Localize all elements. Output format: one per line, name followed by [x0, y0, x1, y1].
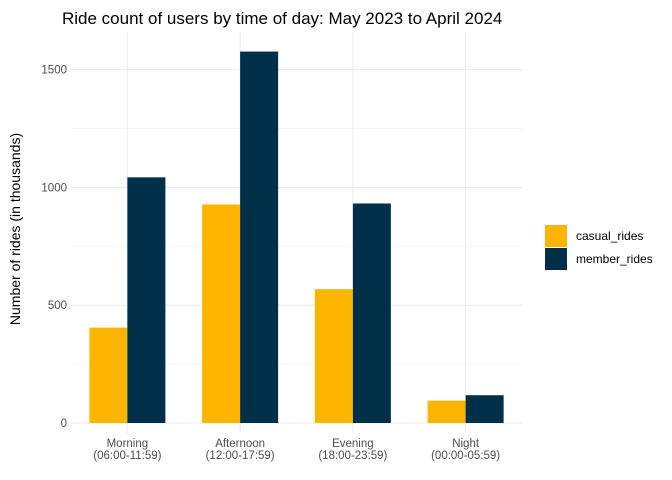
y-tick-label: 1000 — [41, 182, 67, 194]
bar-casual_rides-2 — [314, 289, 353, 423]
legend-label-casual_rides: casual_rides — [576, 229, 643, 243]
x-tick-label: Afternoon (12:00-17:59) — [206, 438, 275, 462]
x-axis-ticks: Morning (06:00-11:59) Afternoon (12:00-17:5… — [93, 438, 500, 462]
legend-key-member_rides — [545, 248, 567, 270]
bar-casual_rides-3 — [427, 400, 466, 423]
y-tick-label: 1500 — [41, 65, 67, 77]
y-tick-label: 0 — [61, 418, 67, 430]
y-axis-label: Number of rides (in thousands) — [7, 133, 23, 325]
bar-casual_rides-1 — [202, 204, 241, 423]
legend: casual_rides member_rides — [545, 225, 653, 270]
bar-casual_rides-0 — [89, 327, 128, 423]
x-tick-label: Night (00:00-05:59) — [431, 438, 500, 462]
bar-member_rides-3 — [465, 395, 504, 423]
bar-member_rides-1 — [240, 51, 279, 424]
y-tick-label: 500 — [48, 300, 67, 312]
legend-key-casual_rides — [545, 225, 567, 247]
x-tick-label: Evening (18:00-23:59) — [318, 438, 387, 462]
bar-member_rides-0 — [127, 177, 166, 423]
chart-title: Ride count of users by time of day: May … — [62, 9, 502, 28]
y-axis-ticks: 0 500 1000 1500 — [41, 65, 67, 430]
x-tick-label: Morning (06:00-11:59) — [93, 438, 161, 462]
bars — [89, 51, 504, 424]
bar-member_rides-2 — [352, 203, 391, 423]
legend-label-member_rides: member_rides — [576, 252, 653, 266]
